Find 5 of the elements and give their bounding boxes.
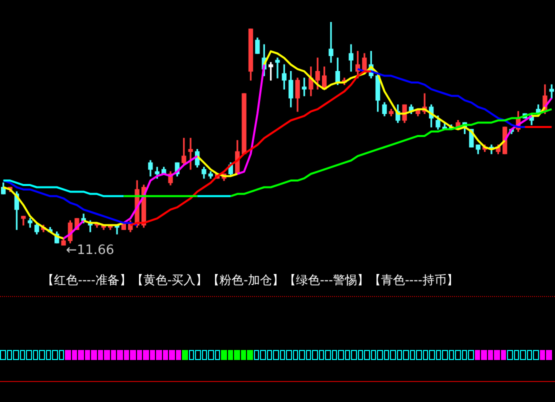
text: 【红色----准备】【黄色-买入】【粉色-加仓】【绿色---警惕】【青色----持币】 [42,272,458,289]
candlestick [275,58,280,78]
candlestick [188,138,193,170]
candlestick [328,22,334,63]
annotation: ←11.66 [66,243,114,258]
